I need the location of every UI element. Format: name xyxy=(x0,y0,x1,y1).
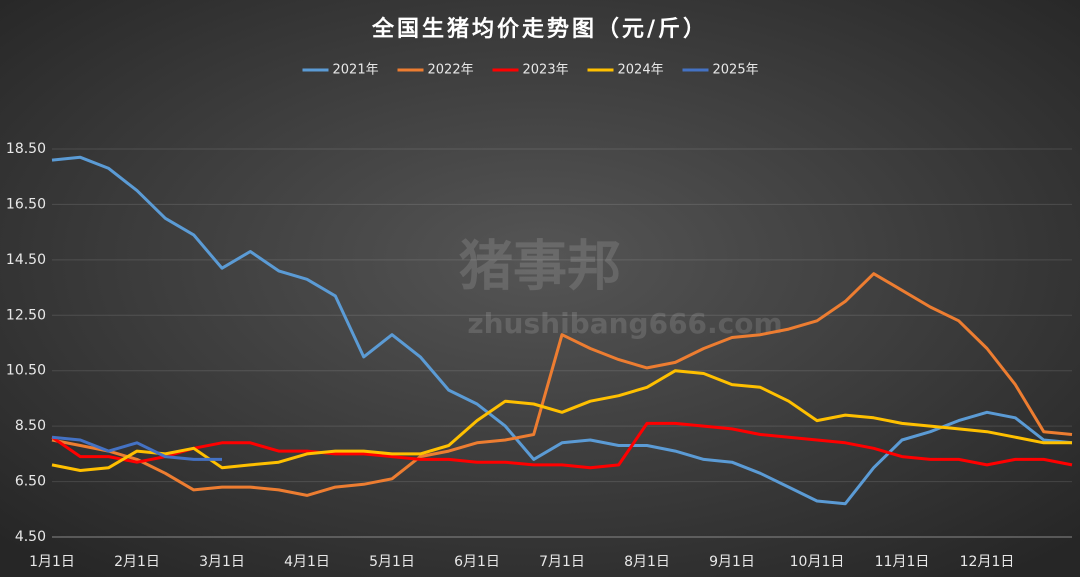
watermark-url: zhushibang666.com xyxy=(467,307,782,340)
x-tick-label: 10月1日 xyxy=(790,554,845,570)
series-line xyxy=(51,369,1072,472)
y-tick-label: 4.50 xyxy=(15,529,46,545)
x-tick-label: 2月1日 xyxy=(114,554,160,570)
x-tick-label: 8月1日 xyxy=(624,554,670,570)
x-tick-label: 5月1日 xyxy=(369,554,415,570)
y-tick-label: 6.50 xyxy=(15,474,46,490)
x-tick-label: 12月1日 xyxy=(960,554,1015,570)
series-line xyxy=(51,435,222,461)
x-tick-label: 4月1日 xyxy=(284,554,330,570)
legend: 2021年 2022年 2023年 2024年 2025年 xyxy=(302,63,759,78)
x-tick-label: 7月1日 xyxy=(539,554,585,570)
legend-label: 2021年 xyxy=(333,63,379,78)
x-tick-label: 6月1日 xyxy=(454,554,500,570)
x-tick-label: 11月1日 xyxy=(875,554,930,570)
series-line xyxy=(51,421,1073,470)
chart-title: 全国生猪均价走势图（元/斤） xyxy=(371,16,708,42)
legend-label: 2022年 xyxy=(428,63,474,78)
legend-label: 2023年 xyxy=(523,63,569,78)
x-tick-label: 3月1日 xyxy=(199,554,245,570)
legend-label: 2024年 xyxy=(618,63,664,78)
x-tick-label: 9月1日 xyxy=(709,554,755,570)
series-line xyxy=(51,155,1073,506)
y-tick-label: 18.50 xyxy=(6,141,46,157)
y-tick-label: 8.50 xyxy=(15,418,46,434)
y-tick-label: 14.50 xyxy=(6,252,46,268)
y-tick-label: 12.50 xyxy=(6,307,46,323)
y-tick-label: 16.50 xyxy=(6,196,46,212)
legend-label: 2025年 xyxy=(713,63,759,78)
watermark: 猪事邦 xyxy=(459,235,621,298)
series-line xyxy=(51,272,1073,497)
y-tick-label: 10.50 xyxy=(6,363,46,379)
x-tick-label: 1月1日 xyxy=(29,554,75,570)
